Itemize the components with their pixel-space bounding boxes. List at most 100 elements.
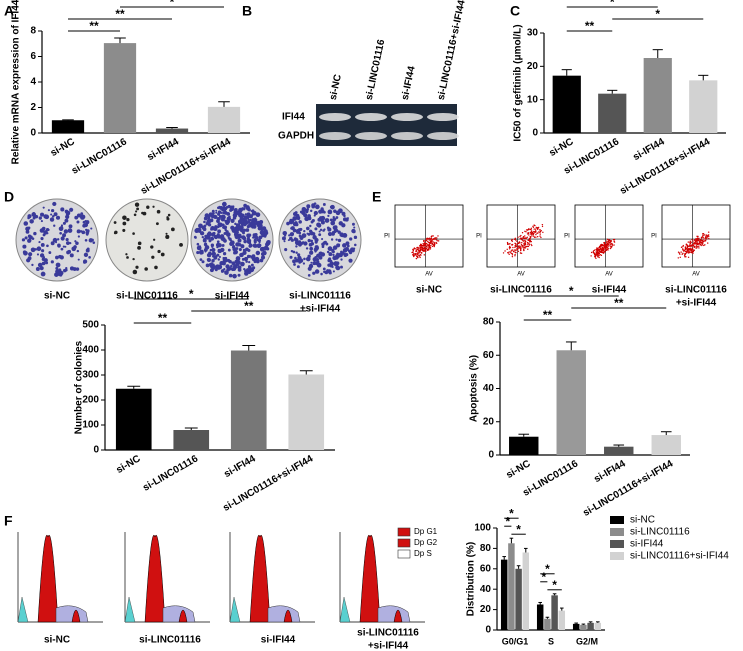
flow-event [513, 249, 515, 251]
colony-dot [318, 209, 323, 214]
colony-dot [218, 255, 221, 258]
colony-dot [156, 209, 161, 214]
significance-label: ** [89, 19, 99, 33]
colony-dot [22, 250, 27, 254]
flow-event [416, 256, 419, 258]
colony-dot [201, 260, 205, 264]
flow-event [519, 235, 521, 238]
colony-dot [68, 229, 71, 233]
flow-event [415, 248, 417, 250]
colony-dot [349, 237, 353, 241]
colony-dot [243, 203, 247, 208]
flow-event [419, 251, 421, 253]
x-tick-label: si-NC [547, 136, 575, 159]
colony-dot [150, 245, 154, 249]
colony-dot [314, 269, 320, 274]
colony-dot [210, 228, 213, 231]
colony-dot [234, 234, 239, 240]
flow-event [608, 239, 611, 241]
legend-label: si-NC [630, 515, 655, 526]
flow-event [513, 251, 515, 253]
flow-plot [661, 204, 731, 268]
flow-event [684, 246, 687, 248]
y-tick-label: 0 [93, 445, 99, 456]
colony-dot [217, 229, 221, 233]
colony-dot [335, 265, 341, 271]
flow-event [415, 252, 417, 255]
colony-dot [55, 241, 58, 244]
colony-dot [199, 245, 202, 248]
flow-event [527, 239, 529, 241]
flow-event [539, 229, 541, 231]
flow-event [607, 249, 609, 251]
colony-dot [154, 265, 158, 270]
colony-dot [252, 233, 257, 237]
colony-dot [261, 234, 265, 238]
flow-event [517, 236, 519, 238]
flow-event [511, 255, 514, 258]
panel-letter: C [510, 3, 520, 19]
colony-dot [45, 261, 49, 265]
flow-event [533, 230, 535, 233]
colony-dot [292, 222, 298, 227]
colony-dot [132, 232, 135, 235]
y-tick-label: 80 [483, 317, 495, 328]
colony-dot [62, 233, 67, 238]
colony-dot [200, 231, 203, 234]
colony-dot [222, 257, 225, 260]
flow-event [511, 249, 513, 251]
flow-event [696, 246, 698, 248]
x-tick-label: si-NC [49, 136, 77, 159]
flow-event [416, 248, 418, 251]
flow-event [606, 238, 609, 241]
flow-event [598, 250, 600, 252]
colony-dot [84, 238, 88, 242]
colony-dot [49, 217, 55, 222]
flow-axis-label: PI [384, 234, 390, 240]
colony-dot [263, 229, 268, 234]
colony-dot [243, 256, 249, 262]
colony-dot [65, 210, 71, 216]
colony-dot [72, 267, 77, 271]
flow-event [523, 249, 525, 252]
flow-event [692, 245, 694, 247]
colony-dot [77, 235, 80, 238]
flow-event [534, 231, 536, 233]
flow-axis-label: AV [692, 272, 700, 278]
flow-event [413, 252, 415, 255]
flow-event [435, 239, 438, 241]
flow-event [513, 238, 516, 241]
colony-dot [242, 221, 247, 227]
colony-dot [327, 209, 333, 215]
colony-dot [122, 228, 126, 232]
colony-dot [240, 244, 244, 248]
flow-event [508, 253, 510, 256]
colony-dot [289, 236, 293, 241]
colony-dot [85, 228, 88, 232]
bar [230, 350, 267, 450]
flow-event [523, 242, 525, 245]
colony-dot [240, 213, 245, 218]
colony-dot [297, 253, 301, 257]
flow-event [518, 241, 520, 244]
y-tick-label: 20 [483, 416, 495, 427]
flow-event [535, 236, 537, 238]
colony-dot [259, 220, 264, 225]
flow-event [539, 233, 541, 235]
colony-dot [46, 244, 49, 248]
colony-dot [318, 216, 324, 221]
colony-dot [126, 218, 130, 222]
flow-event [686, 250, 689, 252]
colony-dot [251, 224, 255, 228]
flow-event [698, 237, 700, 240]
colony-dot [311, 232, 316, 236]
flow-event [522, 247, 524, 249]
colony-dot [240, 207, 243, 211]
colony-dot [215, 255, 218, 258]
y-tick-label: 8 [30, 26, 36, 37]
colony-dot [69, 242, 72, 245]
colony-dot [209, 218, 214, 223]
colony-dot [210, 232, 216, 237]
colony-dot [41, 249, 45, 253]
colony-dot [235, 256, 241, 261]
